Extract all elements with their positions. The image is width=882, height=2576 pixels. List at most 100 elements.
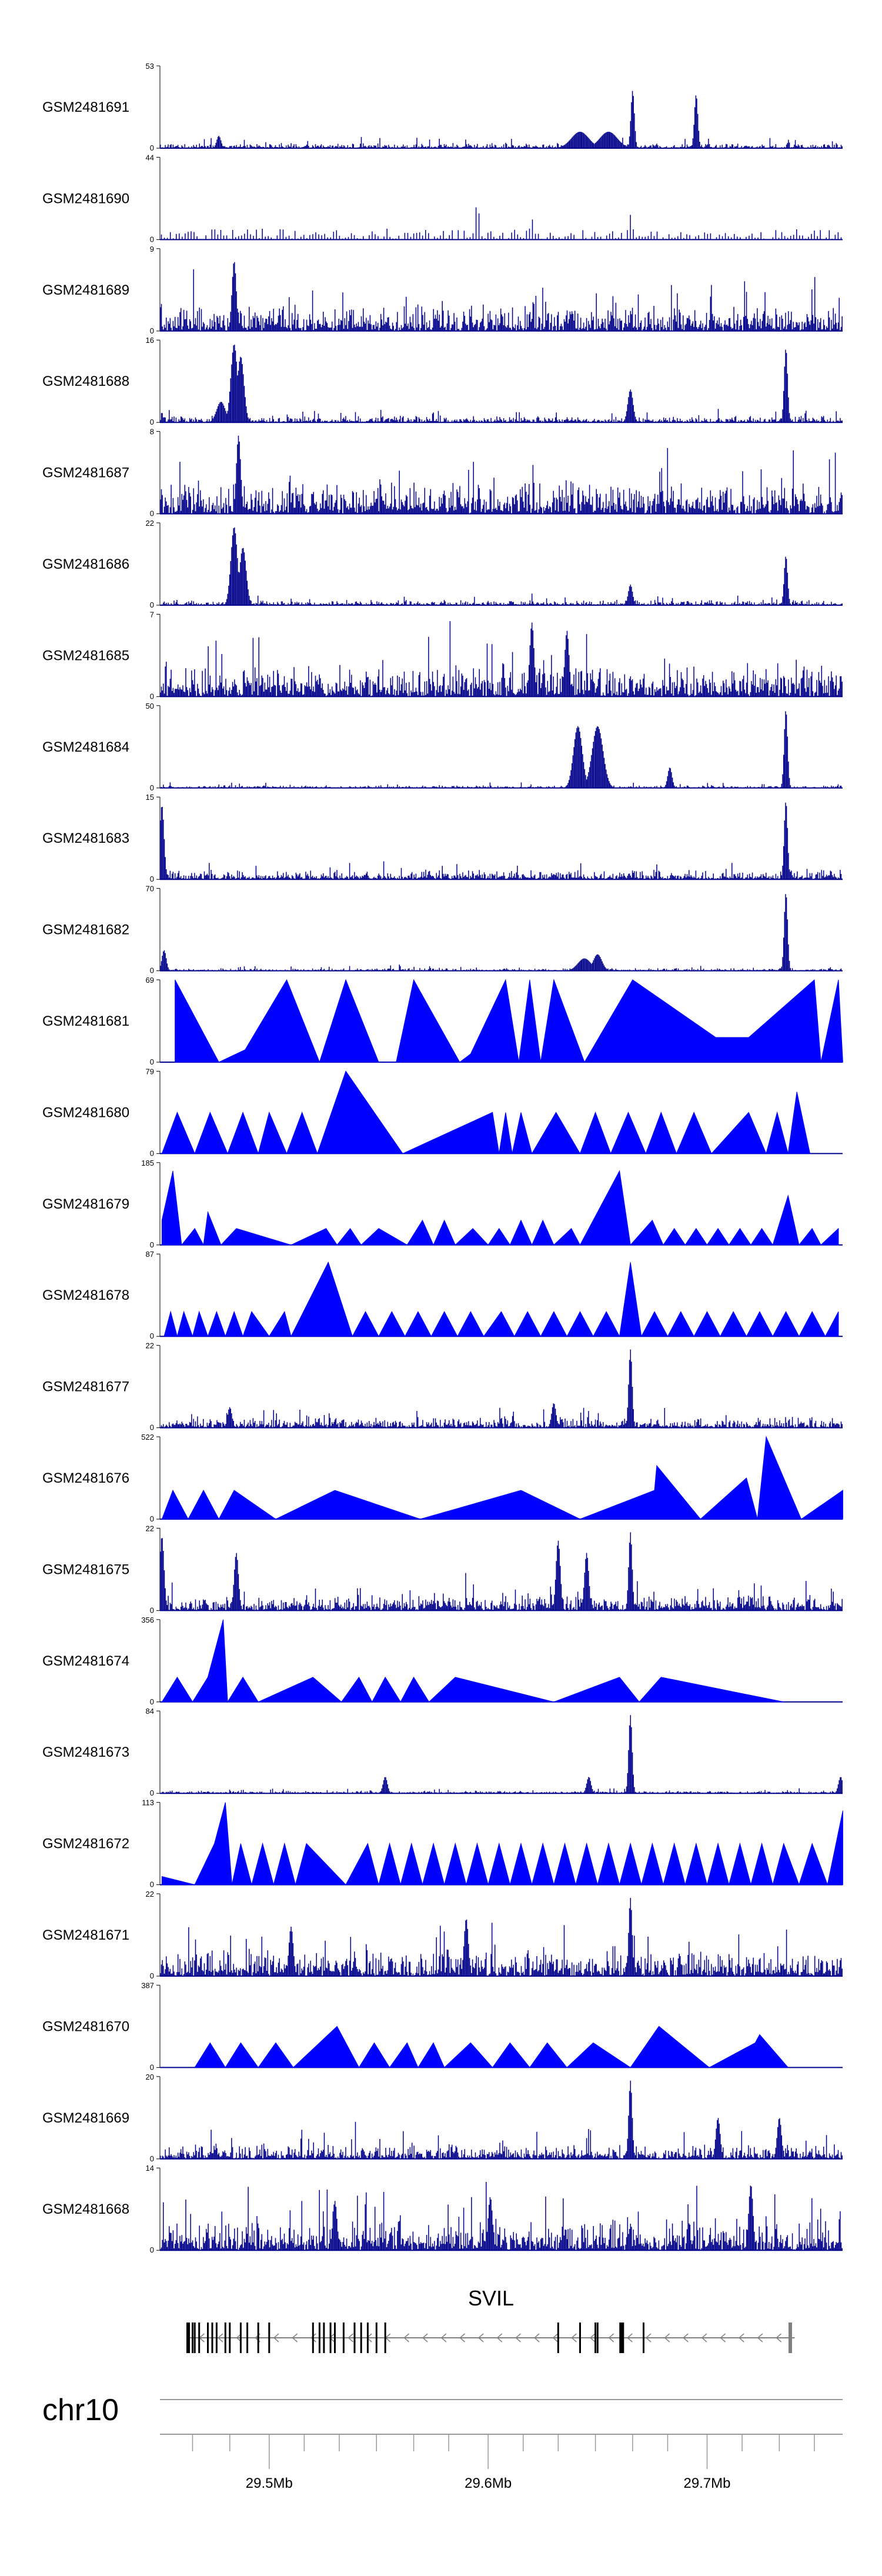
strand-arrow <box>403 2333 410 2343</box>
track-GSM2481670: GSM2481670 387 0 <box>42 1981 843 2071</box>
exon <box>579 2323 581 2353</box>
track-GSM2481686: GSM2481686 22 0 <box>42 519 843 609</box>
track-label: GSM2481678 <box>42 1287 129 1303</box>
y-tick-label-zero: 0 <box>150 1971 154 1980</box>
y-tick-label-zero: 0 <box>150 144 154 152</box>
track-GSM2481685: GSM2481685 7 0 <box>42 610 843 700</box>
exon <box>192 2323 193 2353</box>
exon <box>375 2323 377 2353</box>
y-tick-label-zero: 0 <box>150 1514 154 1523</box>
axis-tick-label: 29.7Mb <box>683 2475 730 2491</box>
track-label: GSM2481683 <box>42 830 129 846</box>
signal-bars <box>160 894 842 971</box>
strand-arrow <box>627 2333 633 2343</box>
track-GSM2481688: GSM2481688 16 0 <box>42 336 843 426</box>
track-label: GSM2481686 <box>42 556 129 572</box>
signal-bars <box>160 802 843 880</box>
track-label: GSM2481670 <box>42 2018 129 2034</box>
y-tick-label-zero: 0 <box>150 1606 154 1614</box>
axis-lines: 29.5Mb 29.6Mb 29.7Mb <box>160 2399 843 2491</box>
exon <box>318 2323 320 2353</box>
y-tick-label-zero: 0 <box>150 509 154 518</box>
track-GSM2481673: GSM2481673 84 0 <box>42 1707 843 1797</box>
track-label: GSM2481689 <box>42 282 129 298</box>
strand-arrow <box>496 2333 503 2343</box>
exon <box>312 2323 314 2353</box>
y-tick-label-zero: 0 <box>150 783 154 792</box>
exon <box>329 2323 332 2353</box>
y-tick-label-zero: 0 <box>150 1057 154 1066</box>
y-tick-label-max: 22 <box>146 1342 154 1350</box>
y-tick-label-zero: 0 <box>150 600 154 609</box>
axis-tick-label: 29.5Mb <box>246 2475 293 2491</box>
y-tick-label-max: 79 <box>146 1067 154 1076</box>
track-GSM2481684: GSM2481684 50 0 <box>42 702 843 792</box>
track-label: GSM2481688 <box>42 373 129 389</box>
track-label: GSM2481684 <box>42 739 129 755</box>
strand-arrow <box>645 2333 652 2343</box>
track-GSM2481668: GSM2481668 14 0 <box>42 2164 843 2254</box>
strand-arrow <box>292 2333 298 2343</box>
strand-arrow <box>552 2333 559 2343</box>
exon <box>193 2323 196 2353</box>
exon <box>594 2323 597 2353</box>
strand-arrow <box>757 2333 763 2343</box>
y-tick-label-zero: 0 <box>150 2063 154 2071</box>
track-label: GSM2481687 <box>42 465 129 481</box>
track-label: GSM2481668 <box>42 2201 129 2217</box>
track-GSM2481671: GSM2481671 22 0 <box>42 1890 843 1980</box>
track-label: GSM2481681 <box>42 1013 129 1029</box>
exon <box>186 2323 190 2353</box>
y-tick-label-zero: 0 <box>150 1880 154 1889</box>
signal-bars <box>161 1715 843 1794</box>
track-label: GSM2481682 <box>42 922 129 938</box>
track-GSM2481689: GSM2481689 9 0 <box>42 245 843 335</box>
y-tick-label-max: 356 <box>141 1616 154 1624</box>
signal-area <box>194 2026 789 2068</box>
y-tick-label-zero: 0 <box>150 1697 154 1706</box>
signal-bars <box>160 2182 843 2251</box>
y-tick-label-max: 185 <box>141 1159 154 1167</box>
signal-bars <box>160 527 843 605</box>
gene-name-label: SVIL <box>468 2286 514 2310</box>
track-GSM2481674: GSM2481674 356 0 <box>42 1616 843 1706</box>
track-label: GSM2481680 <box>42 1105 129 1120</box>
y-tick-label-zero: 0 <box>150 1149 154 1157</box>
exon <box>366 2323 369 2353</box>
y-tick-label-max: 44 <box>146 153 154 162</box>
y-tick-label-max: 20 <box>146 2073 154 2081</box>
track-GSM2481669: GSM2481669 20 0 <box>42 2073 843 2163</box>
y-tick-label-zero: 0 <box>150 326 154 335</box>
track-GSM2481675: GSM2481675 22 0 <box>42 1524 843 1614</box>
strand-arrow <box>664 2333 670 2343</box>
y-tick-label-zero: 0 <box>150 235 154 243</box>
track-GSM2481681: GSM2481681 69 0 <box>42 976 843 1066</box>
signal-bars <box>161 207 842 240</box>
strand-arrow <box>739 2333 744 2343</box>
exon <box>224 2323 226 2353</box>
y-tick-label-zero: 0 <box>150 1788 154 1797</box>
gene-model-svil <box>186 2323 795 2353</box>
track-label: GSM2481675 <box>42 1561 129 1577</box>
exon <box>334 2323 336 2353</box>
strand-arrow <box>608 2333 614 2343</box>
y-tick-label-max: 7 <box>150 610 154 619</box>
strand-arrow <box>440 2333 447 2343</box>
y-tick-label-max: 69 <box>146 976 154 985</box>
strand-arrow <box>683 2333 689 2343</box>
strand-arrow <box>701 2333 707 2343</box>
track-label: GSM2481691 <box>42 99 129 115</box>
axis-tick-label: 29.6Mb <box>465 2475 512 2491</box>
exon <box>323 2323 325 2353</box>
exon <box>384 2323 386 2353</box>
signal-bars <box>160 1532 843 1611</box>
exon <box>619 2323 624 2353</box>
strand-arrow <box>217 2333 223 2343</box>
signal-area <box>161 1436 843 1520</box>
y-tick-label-max: 50 <box>146 702 154 710</box>
signal-area <box>175 979 843 1063</box>
y-tick-label-zero: 0 <box>150 966 154 975</box>
y-tick-label-max: 15 <box>146 793 154 802</box>
exon <box>789 2323 792 2353</box>
exon <box>557 2323 559 2353</box>
